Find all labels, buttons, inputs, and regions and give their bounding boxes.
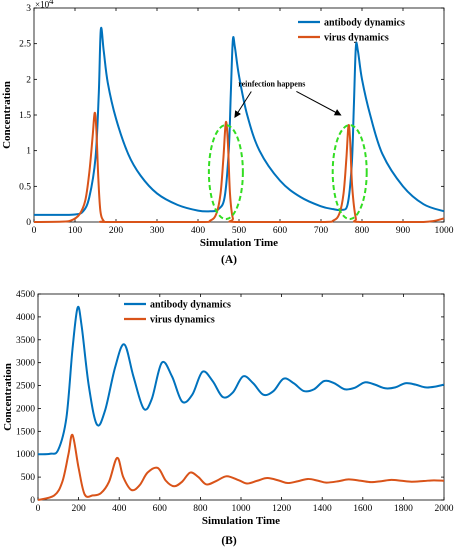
annotation-arrow-2 [296, 91, 342, 116]
x-tick-label: 200 [109, 226, 124, 236]
y-tick-label: 0.5 [19, 182, 31, 192]
x-tick-label: 100 [68, 226, 83, 236]
x-tick-label: 800 [193, 504, 208, 514]
y-tick-label: 3 [26, 4, 31, 14]
reinfection-annotation: reinfection happens [238, 79, 305, 88]
y-tick-label: 3500 [16, 336, 35, 346]
reinfection-ellipse-1 [207, 124, 244, 221]
series-line-antibody [37, 305, 445, 456]
panel-a-x-axis-label: Simulation Time [200, 237, 278, 249]
x-tick-label: 2000 [435, 504, 454, 514]
x-tick-label: 1800 [394, 504, 413, 514]
panel-a-label: (A) [221, 254, 237, 266]
x-tick-label: 1400 [313, 504, 332, 514]
x-tick-label: 400 [112, 504, 127, 514]
panel-a-y-exponent: ×10 4 [35, 0, 54, 10]
x-tick-label: 1600 [353, 504, 372, 514]
y-tick-label: 1000 [16, 450, 35, 460]
panel-a: 0 100 200 300 400 500 600 700 800 900 1000 0 0.5 1 1.… [1, 0, 454, 266]
y-tick-label: 1 [26, 147, 31, 157]
x-tick-label: 400 [191, 226, 206, 236]
y-tick-label: 3000 [16, 359, 35, 369]
panel-a-series-lines [33, 26, 445, 224]
panel-b: 0 200 400 600 800 1000 1200 1400 1600 1800 2000 0 5… [2, 290, 454, 547]
panel-b-label: (B) [221, 535, 237, 547]
panel-b-plot-frame [37, 293, 445, 501]
y-exponent-base: ×10 [35, 0, 50, 10]
x-tick-label: 700 [314, 226, 329, 236]
x-tick-label: 1200 [272, 504, 291, 514]
panel-b-x-ticks: 0 200 400 600 800 1000 1200 1400 1600 1800 2000 [36, 294, 454, 514]
x-tick-label: 0 [36, 504, 41, 514]
x-tick-label: 1000 [232, 504, 251, 514]
x-tick-label: 300 [150, 226, 165, 236]
y-tick-label: 500 [21, 473, 36, 483]
y-tick-label: 1.5 [19, 111, 31, 121]
panel-b-legend: antibody dynamics virus dynamics [124, 300, 231, 326]
y-tick-label: 4500 [16, 290, 35, 300]
legend-label: virus dynamics [150, 315, 215, 326]
y-tick-label: 0 [26, 218, 31, 228]
panel-a-y-ticks: 0 0.5 1 1.5 2 2.5 3 [19, 4, 444, 228]
legend-label: antibody dynamics [324, 18, 405, 29]
y-exponent-power: 4 [49, 0, 54, 6]
legend-label: virus dynamics [324, 33, 389, 44]
panel-a-legend: antibody dynamics virus dynamics [298, 18, 405, 44]
x-tick-label: 500 [232, 226, 247, 236]
annotation-arrow-1 [234, 91, 252, 118]
x-tick-label: 600 [153, 504, 168, 514]
x-tick-label: 0 [32, 226, 37, 236]
legend-label: antibody dynamics [150, 300, 231, 311]
y-tick-label: 2.5 [19, 40, 31, 50]
x-tick-label: 800 [355, 226, 370, 236]
series-line-antibody [33, 26, 445, 216]
y-tick-label: 0 [30, 496, 35, 506]
series-line-virus [33, 111, 445, 224]
x-tick-label: 600 [273, 226, 288, 236]
series-line-virus [37, 433, 445, 501]
x-tick-label: 1000 [435, 226, 454, 236]
y-tick-label: 2000 [16, 404, 35, 414]
panel-b-x-axis-label: Simulation Time [202, 515, 280, 527]
panel-b-y-axis-label: Concentration [2, 363, 14, 431]
panel-b-series-lines [37, 305, 445, 501]
x-tick-label: 900 [396, 226, 411, 236]
x-tick-label: 200 [71, 504, 86, 514]
panel-a-y-axis-label: Concentration [1, 81, 13, 149]
reinfection-ellipse-2 [331, 124, 368, 221]
y-tick-label: 4000 [16, 313, 35, 323]
panel-a-x-ticks: 0 100 200 300 400 500 600 700 800 900 1000 [32, 8, 454, 236]
y-tick-label: 2 [26, 75, 31, 85]
panel-b-y-ticks: 0 500 1000 1500 2000 2500 3000 3500 4000 4500 [16, 290, 444, 506]
y-tick-label: 1500 [16, 427, 35, 437]
y-tick-label: 2500 [16, 382, 35, 392]
